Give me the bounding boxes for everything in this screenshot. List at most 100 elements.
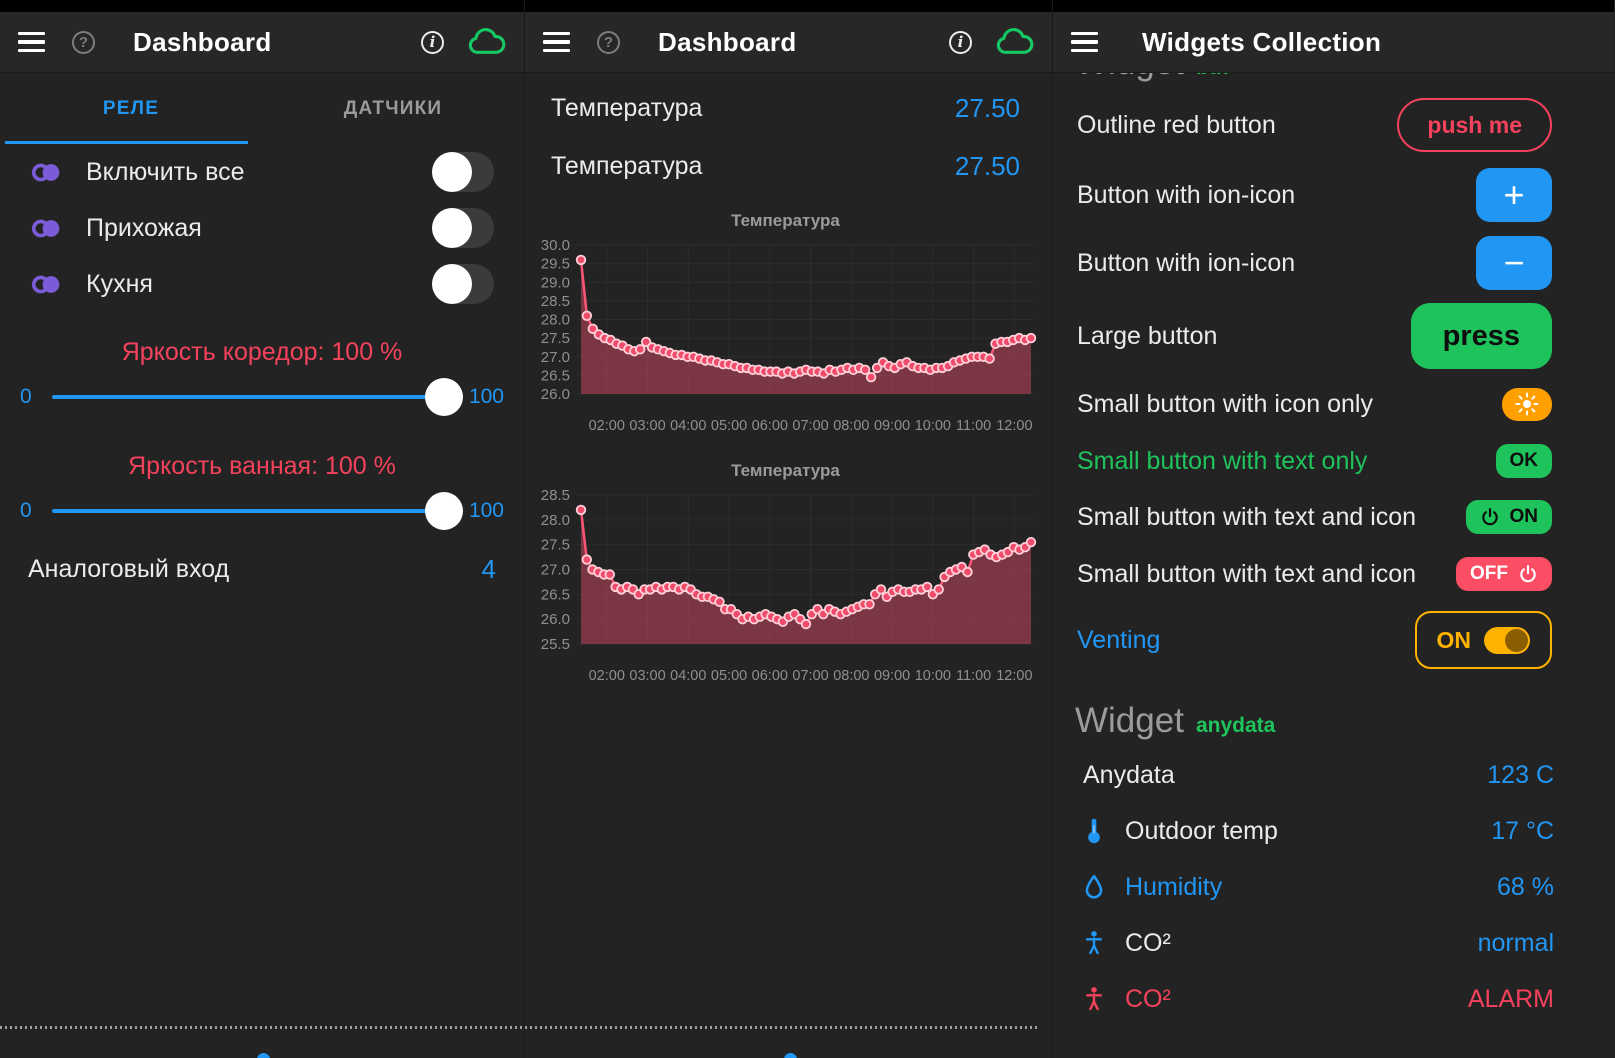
slider-knob[interactable] xyxy=(425,378,463,416)
svg-text:11:00: 11:00 xyxy=(956,668,991,684)
clipped-blue-dot xyxy=(257,1053,270,1058)
info-icon[interactable]: i xyxy=(421,30,444,54)
widget-label: Venting xyxy=(1077,625,1161,654)
tab-relays[interactable]: РЕЛЕ xyxy=(0,73,262,144)
svg-text:27.5: 27.5 xyxy=(541,330,570,347)
header: ? Dashboard i xyxy=(0,12,524,73)
section-tag: btn xyxy=(1196,73,1229,79)
svg-text:05:00: 05:00 xyxy=(711,668,747,684)
info-icon[interactable]: i xyxy=(949,30,972,54)
svg-text:02:00: 02:00 xyxy=(589,668,625,684)
cloud-connected-icon xyxy=(994,27,1034,57)
widget-label: Small button with text only xyxy=(1077,446,1368,475)
svg-text:04:00: 04:00 xyxy=(670,418,706,434)
analog-input-row: Аналоговый вход 4 xyxy=(0,540,524,598)
toggle-switch-kitchen[interactable] xyxy=(432,264,494,304)
toggle-switch-all[interactable] xyxy=(432,152,494,192)
press-button[interactable]: press xyxy=(1410,303,1552,369)
slider-label: Яркость коредор: 100 % xyxy=(121,338,403,366)
svg-text:27.0: 27.0 xyxy=(541,562,570,579)
temperature-chart-1: Температура 30.0 29.5 29.0 28.5 28.0 27.5 27.0… xyxy=(533,211,1038,439)
svg-text:27.5: 27.5 xyxy=(541,537,570,554)
tab-bar: РЕЛЕ ДАТЧИКИ xyxy=(0,73,524,144)
page-title: Widgets Collection xyxy=(1142,26,1382,57)
button-label: OFF xyxy=(1470,563,1508,584)
power-icon xyxy=(1481,508,1498,526)
data-label: Anydata xyxy=(1083,760,1175,789)
data-row: CO² ALARM xyxy=(1053,971,1614,1027)
status-bar xyxy=(1053,0,1614,12)
button-label: ON xyxy=(1436,626,1472,653)
widget-row: Small button with text only OK xyxy=(1053,433,1614,489)
widget-row: Outline red button push me xyxy=(1053,89,1614,161)
svg-text:29.0: 29.0 xyxy=(541,274,570,291)
status-bar xyxy=(0,0,524,12)
body-icon xyxy=(1079,929,1109,957)
switch-label: Прихожая xyxy=(86,213,202,242)
page-title: Dashboard xyxy=(133,26,272,57)
slider-label: Яркость ванная: 100 % xyxy=(128,452,396,480)
help-icon[interactable]: ? xyxy=(72,30,95,54)
svg-text:28.0: 28.0 xyxy=(541,312,570,329)
slider-track[interactable] xyxy=(52,492,463,530)
section-title: Widget xyxy=(1075,701,1184,740)
ok-button[interactable]: OK xyxy=(1495,444,1552,478)
status-bar xyxy=(525,0,1052,12)
panel-dashboard-relays: ? Dashboard i РЕЛЕ ДАТЧИКИ Включить все … xyxy=(0,0,524,1058)
widget-label: Button with ion-icon xyxy=(1077,180,1296,209)
tab-sensors[interactable]: ДАТЧИКИ xyxy=(343,97,443,119)
chart-title: Температура xyxy=(731,211,840,230)
svg-text:06:00: 06:00 xyxy=(752,668,788,684)
slider-max: 100 xyxy=(468,385,504,408)
toggle-icon xyxy=(30,161,66,184)
cloud-connected-icon xyxy=(466,27,506,57)
slider-track[interactable] xyxy=(52,378,463,416)
minus-icon: − xyxy=(1503,242,1525,283)
toggle-switch-hallway[interactable] xyxy=(432,208,494,248)
plus-icon: + xyxy=(1503,174,1525,215)
minus-button[interactable]: − xyxy=(1476,236,1552,290)
slider-max: 100 xyxy=(468,499,504,522)
switch-row: Прихожая xyxy=(0,200,524,256)
svg-text:10:00: 10:00 xyxy=(915,668,951,684)
svg-text:26.0: 26.0 xyxy=(541,611,570,628)
slider-min: 0 xyxy=(20,499,32,522)
data-row: Outdoor temp 17 °C xyxy=(1053,803,1614,859)
header: ? Dashboard i xyxy=(525,12,1052,73)
widget-label: Small button with text and icon xyxy=(1077,502,1417,531)
analog-input-value: 4 xyxy=(481,553,496,584)
data-value: 123 C xyxy=(1487,760,1554,789)
svg-text:10:00: 10:00 xyxy=(915,418,951,434)
venting-button[interactable]: ON xyxy=(1414,611,1552,669)
temperature-value: 27.50 xyxy=(954,150,1020,181)
svg-text:07:00: 07:00 xyxy=(792,418,828,434)
svg-text:09:00: 09:00 xyxy=(874,668,910,684)
data-value: 68 % xyxy=(1497,872,1554,901)
sun-button[interactable] xyxy=(1502,387,1552,421)
data-row: Humidity 68 % xyxy=(1053,859,1614,915)
clipped-section-heading: Widget btn xyxy=(1053,73,1614,89)
switch-row: Кухня xyxy=(0,256,524,312)
menu-icon[interactable] xyxy=(1071,31,1098,53)
svg-text:12:00: 12:00 xyxy=(996,418,1032,434)
plus-button[interactable]: + xyxy=(1476,168,1552,222)
svg-text:30.0: 30.0 xyxy=(541,237,570,254)
section-title: Widget xyxy=(1075,73,1184,82)
temperature-row: Температура 27.50 xyxy=(525,137,1052,195)
menu-icon[interactable] xyxy=(543,31,570,53)
menu-icon[interactable] xyxy=(18,31,45,53)
switch-label: Кухня xyxy=(86,269,153,298)
data-label: Outdoor temp xyxy=(1125,816,1278,845)
venting-toggle[interactable] xyxy=(1484,626,1530,654)
data-label: Humidity xyxy=(1125,872,1223,901)
help-icon[interactable]: ? xyxy=(597,30,620,54)
push-me-button[interactable]: push me xyxy=(1397,98,1552,152)
on-button[interactable]: ON xyxy=(1465,500,1552,534)
data-label: CO² xyxy=(1125,928,1171,957)
svg-text:28.5: 28.5 xyxy=(541,487,570,504)
slider-knob[interactable] xyxy=(425,492,463,530)
off-button[interactable]: OFF xyxy=(1456,557,1552,591)
brightness-slider-bathroom: 0 100 xyxy=(0,482,524,540)
brightness-slider-corridor: 0 100 xyxy=(0,368,524,426)
